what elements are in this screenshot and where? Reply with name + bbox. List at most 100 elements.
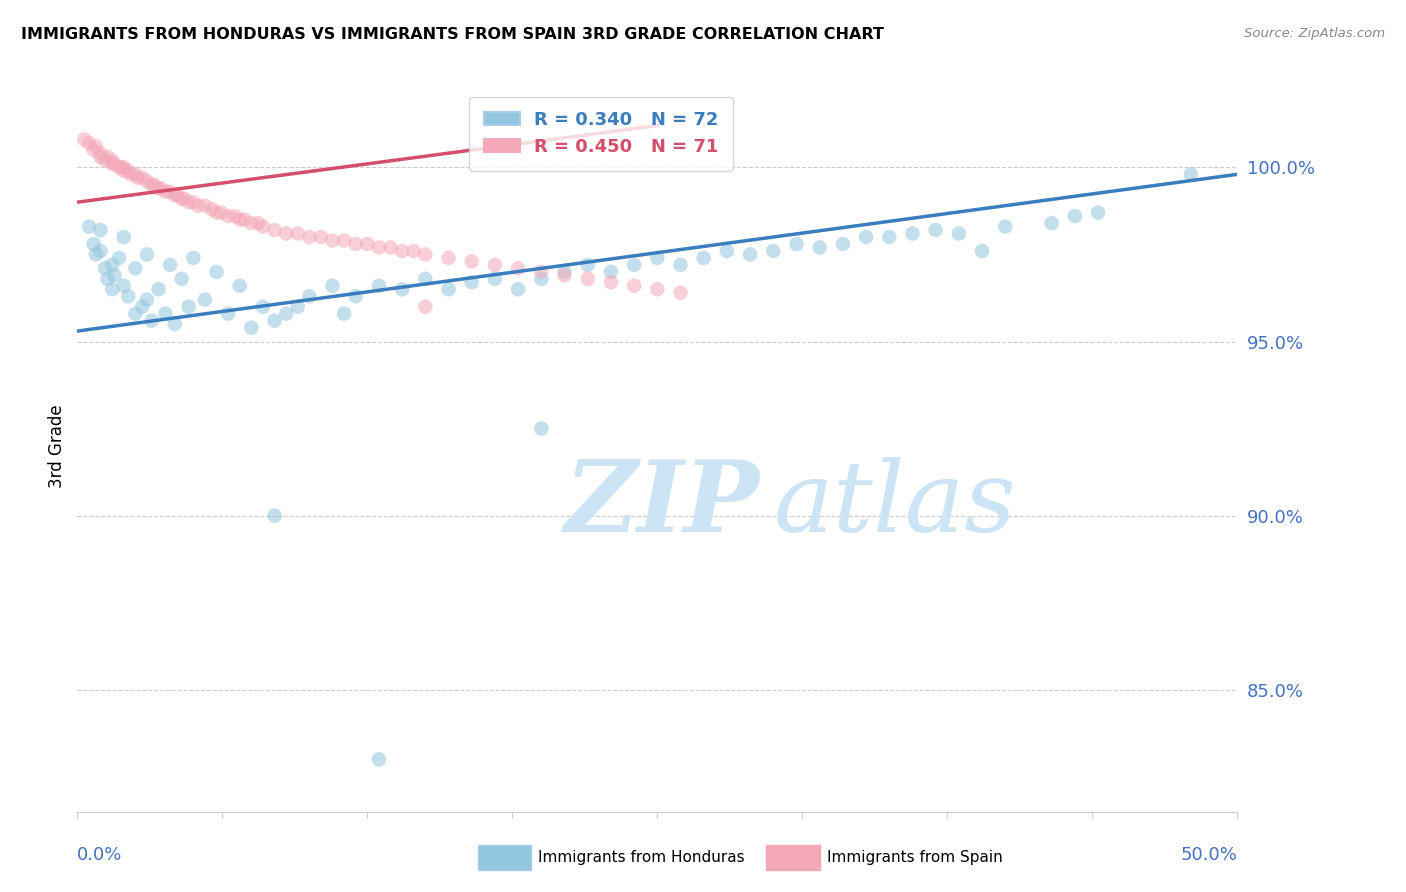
Point: [83, 237, 105, 252]
Point: [437, 282, 460, 296]
Point: [461, 275, 484, 289]
Text: Source: ZipAtlas.com: Source: ZipAtlas.com: [1244, 27, 1385, 40]
Point: [77, 219, 100, 234]
Point: [142, 178, 165, 192]
Point: [141, 313, 163, 327]
Point: [530, 272, 553, 286]
Point: [413, 247, 436, 261]
Point: [77, 136, 100, 150]
Point: [173, 192, 195, 206]
Point: [228, 278, 252, 293]
Point: [148, 181, 170, 195]
Point: [484, 258, 506, 272]
Text: atlas: atlas: [773, 457, 1017, 552]
Point: [135, 174, 157, 188]
Point: [333, 307, 356, 321]
Point: [112, 161, 135, 175]
Point: [209, 205, 232, 219]
Point: [669, 285, 692, 300]
Point: [762, 244, 785, 258]
Point: [183, 195, 205, 210]
Point: [96, 150, 118, 164]
Point: [94, 261, 117, 276]
Point: [124, 307, 146, 321]
Point: [183, 251, 205, 265]
Point: [309, 230, 332, 244]
Point: [217, 307, 239, 321]
Point: [177, 300, 200, 314]
Text: 50.0%: 50.0%: [1181, 847, 1237, 864]
Point: [600, 275, 623, 289]
Point: [263, 508, 285, 523]
Point: [201, 202, 224, 216]
Point: [90, 223, 111, 237]
Point: [832, 237, 855, 252]
Point: [600, 265, 623, 279]
Y-axis label: 3rd Grade: 3rd Grade: [48, 404, 66, 488]
Point: [321, 278, 344, 293]
Point: [693, 251, 716, 265]
Point: [90, 150, 111, 164]
Point: [135, 247, 157, 261]
Point: [413, 272, 436, 286]
Point: [576, 258, 599, 272]
Point: [380, 240, 402, 254]
Point: [576, 272, 599, 286]
Point: [240, 216, 263, 230]
Point: [120, 167, 142, 181]
Point: [170, 192, 193, 206]
Point: [287, 300, 309, 314]
Point: [101, 157, 124, 171]
Point: [159, 258, 181, 272]
Point: [901, 227, 924, 241]
Point: [155, 307, 177, 321]
Point: [103, 157, 125, 171]
Point: [233, 212, 256, 227]
Point: [808, 240, 831, 254]
Point: [96, 272, 118, 286]
Point: [159, 185, 181, 199]
Point: [298, 289, 321, 303]
Point: [252, 219, 274, 234]
Point: [344, 289, 367, 303]
Point: [90, 244, 111, 258]
Point: [298, 230, 321, 244]
Point: [141, 178, 163, 192]
Point: [94, 153, 117, 168]
Point: [131, 300, 153, 314]
Point: [506, 261, 529, 276]
Point: [554, 268, 576, 283]
Point: [391, 282, 413, 296]
Point: [247, 216, 270, 230]
Point: [131, 170, 153, 185]
Point: [530, 265, 553, 279]
Point: [252, 300, 274, 314]
Point: [413, 300, 436, 314]
Point: [177, 195, 200, 210]
Point: [124, 261, 146, 276]
Point: [484, 272, 506, 286]
Point: [112, 164, 135, 178]
Point: [263, 313, 285, 327]
Point: [321, 234, 344, 248]
Point: [855, 230, 877, 244]
Point: [344, 237, 367, 252]
Point: [101, 153, 124, 168]
Point: [1063, 209, 1085, 223]
Point: [217, 209, 239, 223]
Point: [356, 237, 378, 252]
Point: [205, 205, 228, 219]
Point: [205, 265, 228, 279]
Point: [506, 282, 529, 296]
Point: [224, 209, 246, 223]
Point: [368, 278, 391, 293]
Point: [240, 320, 263, 334]
Point: [163, 317, 186, 331]
Point: [108, 251, 131, 265]
Point: [108, 161, 131, 175]
Point: [274, 227, 298, 241]
Point: [391, 244, 413, 258]
Point: [1087, 205, 1109, 219]
Point: [1040, 216, 1063, 230]
Point: [155, 185, 177, 199]
